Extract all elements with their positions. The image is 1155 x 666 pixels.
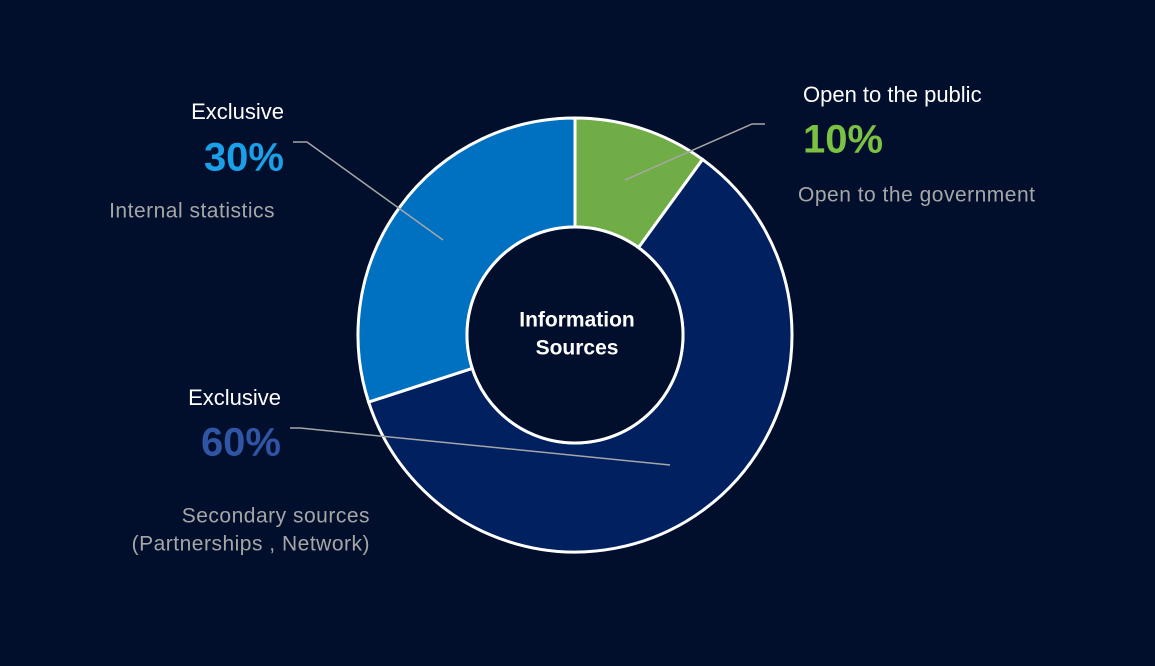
slice-name: Open to the public [803,82,982,107]
center-label: Information [519,309,635,332]
slice-name: Exclusive [188,385,281,410]
slice-description: Internal statistics [109,200,275,223]
slice-description: Open to the government [798,184,1035,207]
center-label: Sources [536,337,619,360]
leader-line [293,141,444,241]
slice-description: (Partnerships , Network) [132,533,370,556]
value-label: 10% [803,118,883,162]
value-label: 30% [204,136,284,180]
slice-description: Secondary sources [182,505,370,528]
slice-name: Exclusive [191,99,284,124]
leader-line [290,427,671,466]
value-label: 60% [201,421,281,465]
donut-hole [465,225,685,445]
leader-line [624,123,765,181]
